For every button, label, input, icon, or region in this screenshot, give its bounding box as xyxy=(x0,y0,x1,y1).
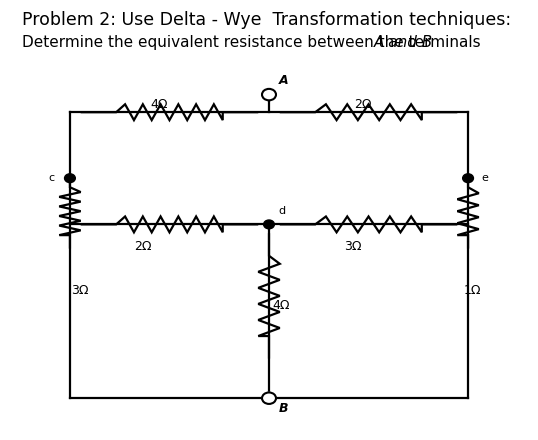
Text: c: c xyxy=(49,173,55,183)
Text: 3Ω: 3Ω xyxy=(344,240,361,253)
Circle shape xyxy=(262,89,276,100)
Text: 2Ω: 2Ω xyxy=(134,240,151,253)
Circle shape xyxy=(262,392,276,404)
Text: d: d xyxy=(279,206,286,216)
Text: 3Ω: 3Ω xyxy=(71,284,88,297)
Text: 4Ω: 4Ω xyxy=(150,98,167,111)
Circle shape xyxy=(65,174,75,183)
Text: 4Ω: 4Ω xyxy=(272,299,289,312)
Text: Determine the equivalent resistance between the terminals: Determine the equivalent resistance betw… xyxy=(22,35,490,50)
Text: A and B: A and B xyxy=(374,35,433,50)
Text: 1Ω: 1Ω xyxy=(464,284,481,297)
Text: B: B xyxy=(279,402,288,415)
Circle shape xyxy=(264,220,274,229)
Text: 2Ω: 2Ω xyxy=(355,98,372,111)
Text: e: e xyxy=(482,173,489,183)
Text: Problem 2: Use Delta - Wye  Transformation techniques:: Problem 2: Use Delta - Wye Transformatio… xyxy=(22,11,511,29)
Text: A: A xyxy=(279,73,288,87)
Circle shape xyxy=(264,394,274,403)
Circle shape xyxy=(463,174,473,183)
